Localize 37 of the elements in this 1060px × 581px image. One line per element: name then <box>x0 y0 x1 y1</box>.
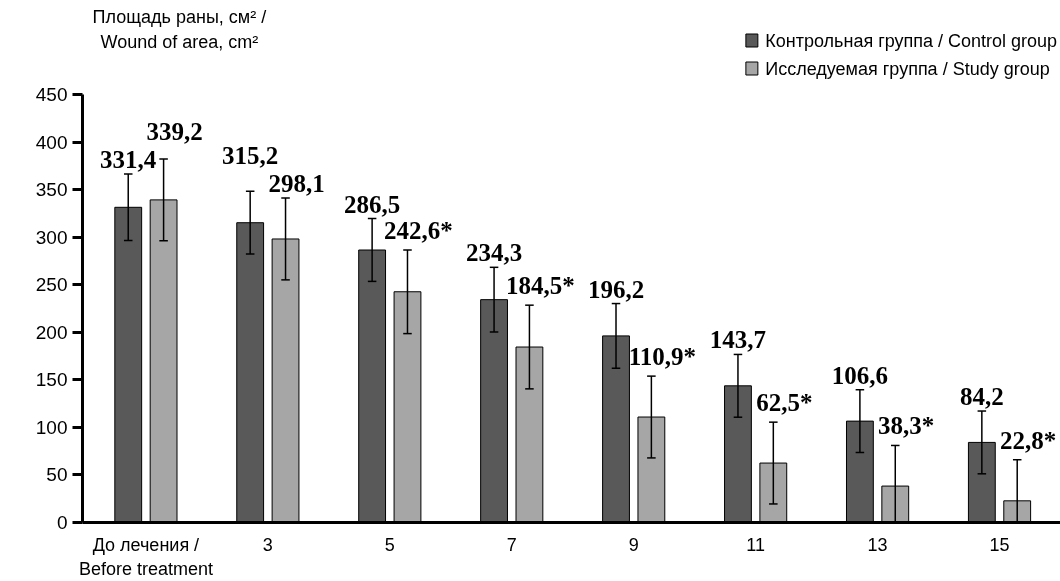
data-label: 84,2 <box>959 383 1004 411</box>
y-tick-label: 150 <box>35 369 68 391</box>
data-label: 242,6* <box>384 216 453 244</box>
legend-label: Исследуемая группа / Study group <box>765 58 1050 79</box>
data-label: 110,9* <box>628 343 697 371</box>
data-label: 286,5 <box>343 190 401 218</box>
x-tick-label: 15 <box>989 534 1010 555</box>
y-axis-title: Площадь раны, см² / Wound of area, cm² <box>92 6 267 52</box>
data-label: 22,8* <box>1000 426 1057 454</box>
y-tick-label: 250 <box>35 274 68 296</box>
y-tick-label: 200 <box>35 321 68 343</box>
x-tick-label: До лечения / Before treatment <box>78 534 213 579</box>
y-tick-label: 50 <box>46 464 68 486</box>
y-tick-label: 300 <box>35 226 68 248</box>
data-label: 331,4 <box>100 146 157 174</box>
x-tick-label: 11 <box>746 534 765 555</box>
data-label: 62,5* <box>756 389 813 417</box>
x-tick-label: 3 <box>262 534 273 555</box>
data-label: 184,5* <box>506 272 575 300</box>
y-tick-label: 0 <box>56 512 68 533</box>
y-tick-label: 350 <box>35 179 68 201</box>
data-label: 315,2 <box>222 141 279 169</box>
data-label: 143,7 <box>709 326 767 354</box>
y-tick-label: 400 <box>35 131 68 153</box>
data-label: 196,2 <box>587 275 645 303</box>
x-tick-label: 7 <box>506 534 517 555</box>
data-label: 339,2 <box>146 117 203 145</box>
x-tick-label: 9 <box>628 534 639 555</box>
data-label: 106,6 <box>831 361 889 389</box>
y-tick-label: 100 <box>35 416 68 438</box>
x-tick-label: 5 <box>384 534 395 555</box>
x-tick-label: 13 <box>867 534 888 555</box>
y-tick-label: 450 <box>35 84 68 105</box>
legend-label: Контрольная группа / Control group <box>765 30 1058 51</box>
data-label: 298,1 <box>268 170 325 198</box>
data-label: 38,3* <box>878 412 935 440</box>
data-label: 234,3 <box>465 239 523 267</box>
